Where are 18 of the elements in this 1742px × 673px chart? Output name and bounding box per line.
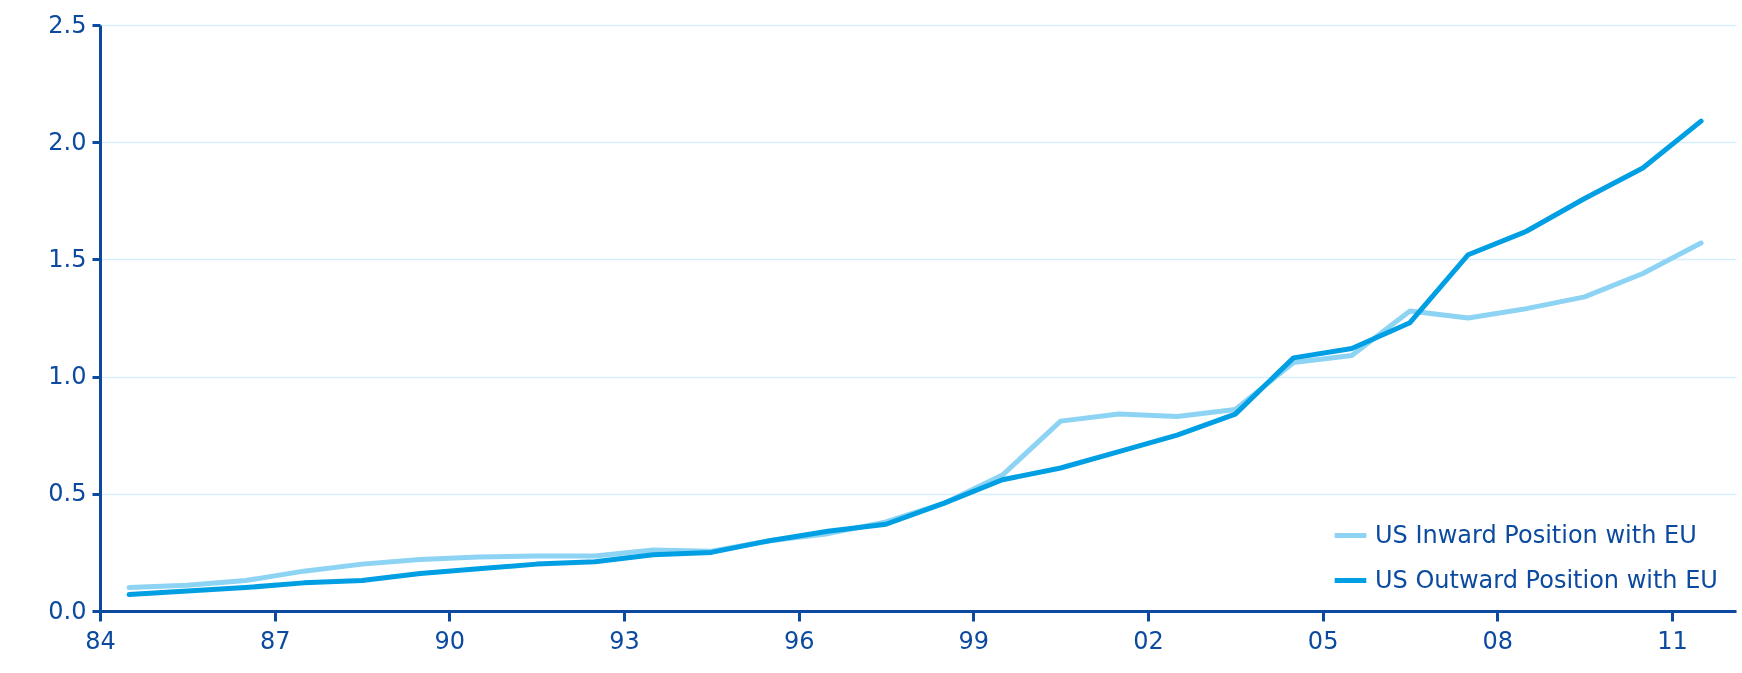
y-tick-label: 1.0 [48,362,87,391]
x-tick-label: 02 [1133,626,1164,655]
y-tick-label: 2.5 [48,10,87,39]
x-tick-label: 11 [1657,626,1688,655]
x-tick-label: 90 [434,626,466,655]
legend-label: US Outward Position with EU [1375,565,1718,594]
y-tick-label: 0.0 [48,596,87,625]
x-tick-label: 99 [958,626,990,655]
x-tick-label: 93 [609,626,640,655]
x-tick-label: 87 [259,626,291,655]
y-tick-label: 0.5 [48,479,87,508]
x-tick-label: 96 [783,626,815,655]
x-tick-label: 84 [85,626,116,655]
y-tick-label: 2.0 [48,127,87,156]
x-tick-label: 08 [1482,626,1514,655]
x-tick-label: 05 [1307,626,1339,655]
y-tick-label: 1.5 [48,244,87,273]
legend-label: US Inward Position with EU [1375,520,1697,549]
